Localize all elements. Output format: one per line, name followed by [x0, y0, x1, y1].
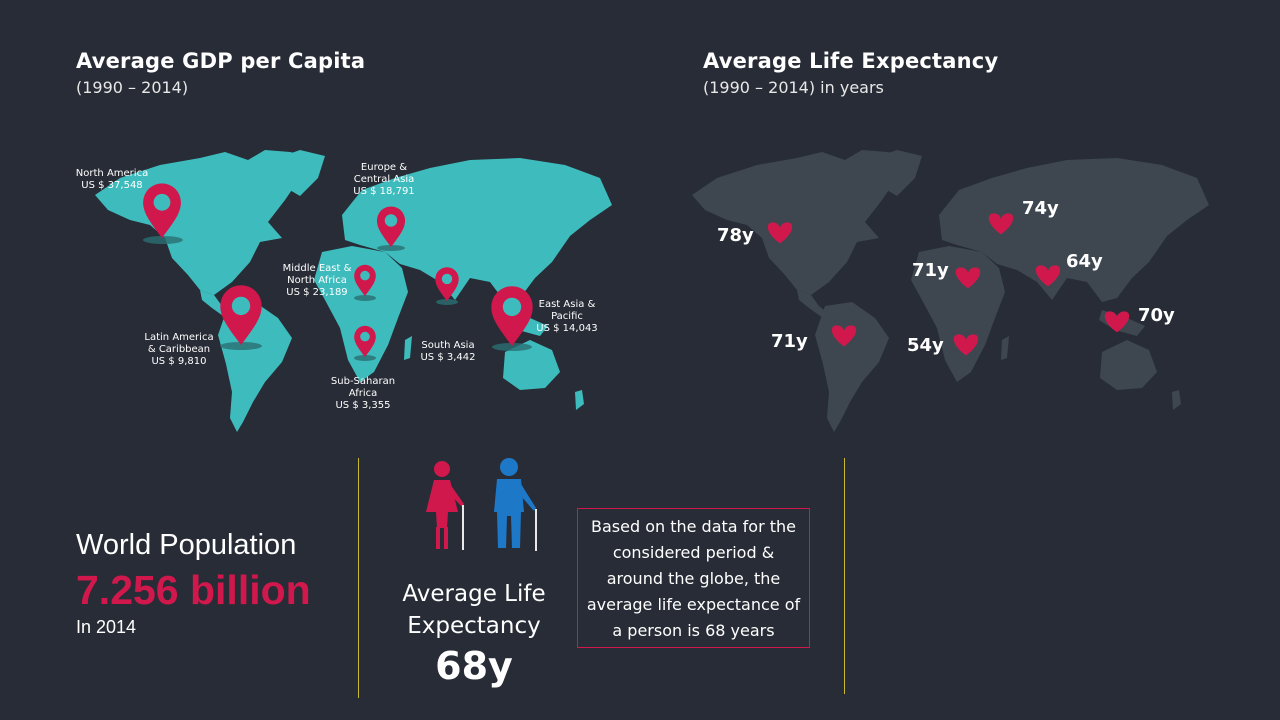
latin-america-caribbean-label: Latin America & Caribbean US $ 9,810 [144, 332, 214, 367]
life-subtitle: (1990 – 2014) in years [703, 78, 884, 97]
life-label-east-asia: 70y [1138, 305, 1175, 326]
world-population-value: 7.256 billion [76, 567, 311, 613]
life-label-middle-east: 71y [912, 260, 949, 281]
note-box: Based on the data for the considered per… [577, 508, 810, 648]
sub-saharan-africa-label: Sub-Saharan Africa US $ 3,355 [330, 376, 396, 411]
life-label-latin-america: 71y [771, 331, 808, 352]
north-america-label: North America US $ 37,548 [75, 168, 149, 191]
gdp-subtitle: (1990 – 2014) [76, 78, 189, 97]
life-label-europe: 74y [1022, 198, 1059, 219]
divider-right [844, 458, 845, 694]
world-population-year: In 2014 [76, 617, 137, 637]
life-label-sub-saharan: 54y [907, 335, 944, 356]
elderly-man-icon [494, 458, 537, 551]
average-life-label: Average Life Expectancy [402, 581, 546, 639]
south-asia-label: South Asia US $ 3,442 [420, 340, 476, 363]
life-label-north-america: 78y [717, 225, 754, 246]
note-text: Based on the data for the considered per… [586, 517, 801, 640]
life-world-map [692, 150, 1209, 432]
divider-left [358, 458, 359, 698]
gdp-title: Average GDP per Capita [76, 49, 366, 73]
east-asia-pacific-label: East Asia & Pacific US $ 14,043 [536, 299, 598, 334]
east-asia-pin-icon [491, 286, 533, 346]
middle-east-north-africa-label: Middle East & North Africa US $ 23,189 [282, 263, 352, 298]
elderly-woman-icon [426, 461, 464, 550]
average-life-value: 68y [435, 644, 513, 688]
world-population-label: World Population [76, 529, 297, 561]
life-label-south-asia: 64y [1066, 251, 1103, 272]
life-title: Average Life Expectancy [703, 49, 999, 73]
europe-central-asia-label: Europe & Central Asia US $ 18,791 [353, 162, 415, 197]
